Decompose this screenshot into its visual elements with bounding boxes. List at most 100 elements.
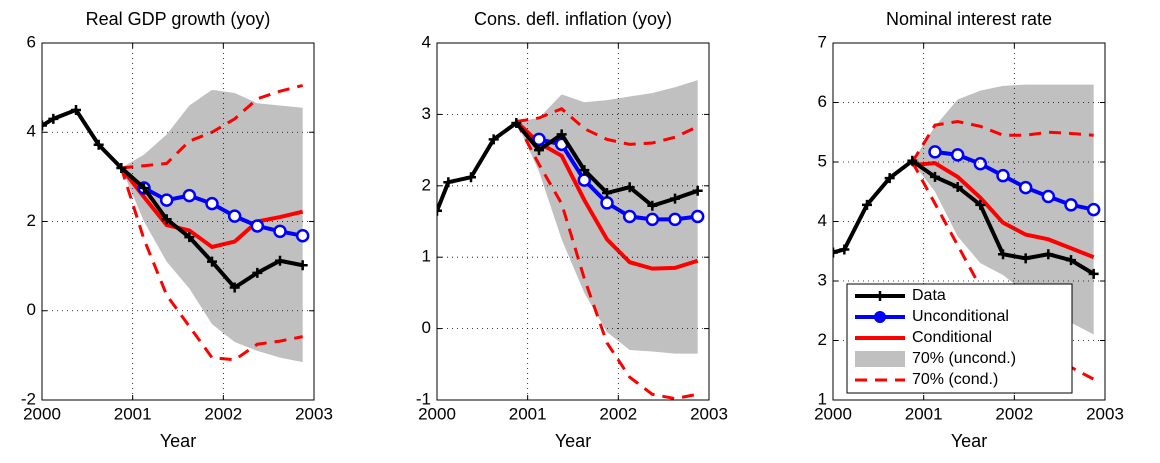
x-tick-label: 2002 bbox=[204, 404, 242, 423]
plot-content bbox=[42, 83, 310, 363]
subplot-title: Cons. defl. inflation (yoy) bbox=[474, 9, 672, 29]
y-tick-label: 4 bbox=[422, 32, 431, 51]
point-marker bbox=[437, 205, 442, 216]
y-tick-label: 6 bbox=[27, 32, 36, 51]
point-marker bbox=[1086, 202, 1101, 217]
point-marker bbox=[670, 193, 680, 204]
point-marker bbox=[534, 145, 544, 156]
point-marker bbox=[973, 157, 988, 171]
point-marker bbox=[600, 196, 614, 210]
subplot-title: Nominal interest rate bbox=[886, 9, 1052, 29]
point-marker bbox=[511, 117, 522, 128]
x-tick-label: 2002 bbox=[995, 404, 1033, 423]
point-marker bbox=[998, 249, 1008, 260]
point-marker bbox=[184, 232, 195, 243]
x-tick-label: 2003 bbox=[1086, 404, 1124, 423]
y-tick-label: 2 bbox=[818, 330, 827, 349]
point-marker bbox=[275, 255, 285, 266]
band-lower-line bbox=[515, 120, 698, 400]
x-axis-label: Year bbox=[951, 431, 987, 451]
legend-marker bbox=[874, 311, 886, 323]
point-marker bbox=[1018, 180, 1033, 195]
legend-label: 70% (uncond.) bbox=[912, 350, 1016, 367]
axes-frame bbox=[41, 42, 315, 401]
point-marker bbox=[862, 199, 872, 210]
point-marker bbox=[930, 171, 940, 182]
x-tick-label: 2000 bbox=[814, 404, 852, 423]
point-marker bbox=[579, 165, 590, 176]
point-marker bbox=[466, 172, 476, 183]
point-marker bbox=[227, 209, 242, 223]
subplot-title: Real GDP growth (yoy) bbox=[86, 9, 271, 29]
x-tick-label: 2001 bbox=[114, 404, 152, 423]
point-marker bbox=[532, 132, 546, 147]
y-tick-label: 2 bbox=[27, 211, 36, 230]
legend-label: Unconditional bbox=[912, 308, 1009, 325]
point-marker bbox=[182, 188, 197, 203]
legend-marker bbox=[875, 291, 885, 301]
legend: Data Unconditional Conditional 70% (uncond.… bbox=[846, 283, 1073, 394]
point-marker bbox=[250, 219, 265, 233]
point-marker bbox=[668, 212, 682, 227]
y-tick-label: 0 bbox=[422, 318, 431, 337]
point-marker bbox=[1020, 253, 1031, 264]
subplot: Nominal interest rate Year 1 2 3 4 5 6 7 2000 2001… bbox=[814, 9, 1124, 451]
legend-label: Conditional bbox=[912, 329, 992, 346]
point-marker bbox=[950, 148, 965, 162]
point-marker bbox=[928, 145, 942, 159]
x-axis-label: Year bbox=[160, 431, 196, 451]
point-marker bbox=[295, 229, 310, 243]
point-marker bbox=[488, 134, 499, 145]
x-tick-label: 2003 bbox=[295, 404, 333, 423]
y-tick-label: 3 bbox=[818, 270, 827, 289]
point-marker bbox=[622, 209, 637, 224]
x-tick-label: 2001 bbox=[905, 404, 943, 423]
point-marker bbox=[1088, 268, 1099, 279]
y-tick-label: 1 bbox=[422, 247, 431, 266]
point-marker bbox=[645, 212, 660, 227]
point-marker bbox=[273, 224, 287, 239]
subplot: Cons. defl. inflation (yoy) Year -1 0 1 2 3 4 20… bbox=[416, 9, 728, 451]
y-tick-label: 3 bbox=[422, 104, 431, 123]
point-marker bbox=[297, 260, 308, 271]
legend-label: 70% (cond.) bbox=[912, 371, 998, 388]
point-marker bbox=[1064, 198, 1078, 212]
x-axis-label: Year bbox=[555, 431, 591, 451]
y-tick-label: 2 bbox=[422, 175, 431, 194]
band-area bbox=[912, 84, 1094, 335]
point-marker bbox=[1066, 255, 1076, 266]
point-marker bbox=[839, 244, 850, 255]
point-marker bbox=[93, 139, 104, 150]
point-marker bbox=[602, 187, 612, 198]
y-tick-label: 5 bbox=[818, 151, 827, 170]
x-tick-label: 2000 bbox=[418, 404, 456, 423]
point-marker bbox=[205, 196, 219, 211]
point-marker bbox=[252, 267, 263, 278]
y-tick-label: 7 bbox=[818, 32, 827, 51]
x-tick-label: 2000 bbox=[23, 404, 61, 423]
point-marker bbox=[1041, 189, 1056, 204]
axes-frame bbox=[436, 42, 710, 401]
point-marker bbox=[690, 209, 705, 224]
point-marker bbox=[48, 113, 59, 124]
point-marker bbox=[116, 162, 127, 173]
y-tick-label: 1 bbox=[818, 389, 827, 408]
band-area bbox=[121, 89, 303, 363]
series-line bbox=[912, 161, 1095, 260]
x-tick-label: 2003 bbox=[690, 404, 728, 423]
point-marker bbox=[884, 173, 895, 184]
series-line bbox=[119, 166, 304, 250]
point-marker bbox=[71, 104, 81, 115]
plot-content bbox=[437, 80, 705, 400]
point-marker bbox=[624, 182, 635, 193]
y-tick-label: 4 bbox=[818, 211, 827, 230]
legend-label: Data bbox=[912, 287, 946, 304]
point-marker bbox=[229, 282, 240, 293]
point-marker bbox=[647, 200, 658, 211]
y-tick-label: 0 bbox=[27, 300, 36, 319]
band-upper-line bbox=[911, 120, 1094, 163]
point-marker bbox=[159, 193, 174, 207]
subplot: Real GDP growth (yoy) Year -2 0 2 4 6 2000 2001 2… bbox=[21, 9, 333, 451]
point-marker bbox=[161, 214, 172, 225]
point-marker bbox=[996, 168, 1010, 183]
